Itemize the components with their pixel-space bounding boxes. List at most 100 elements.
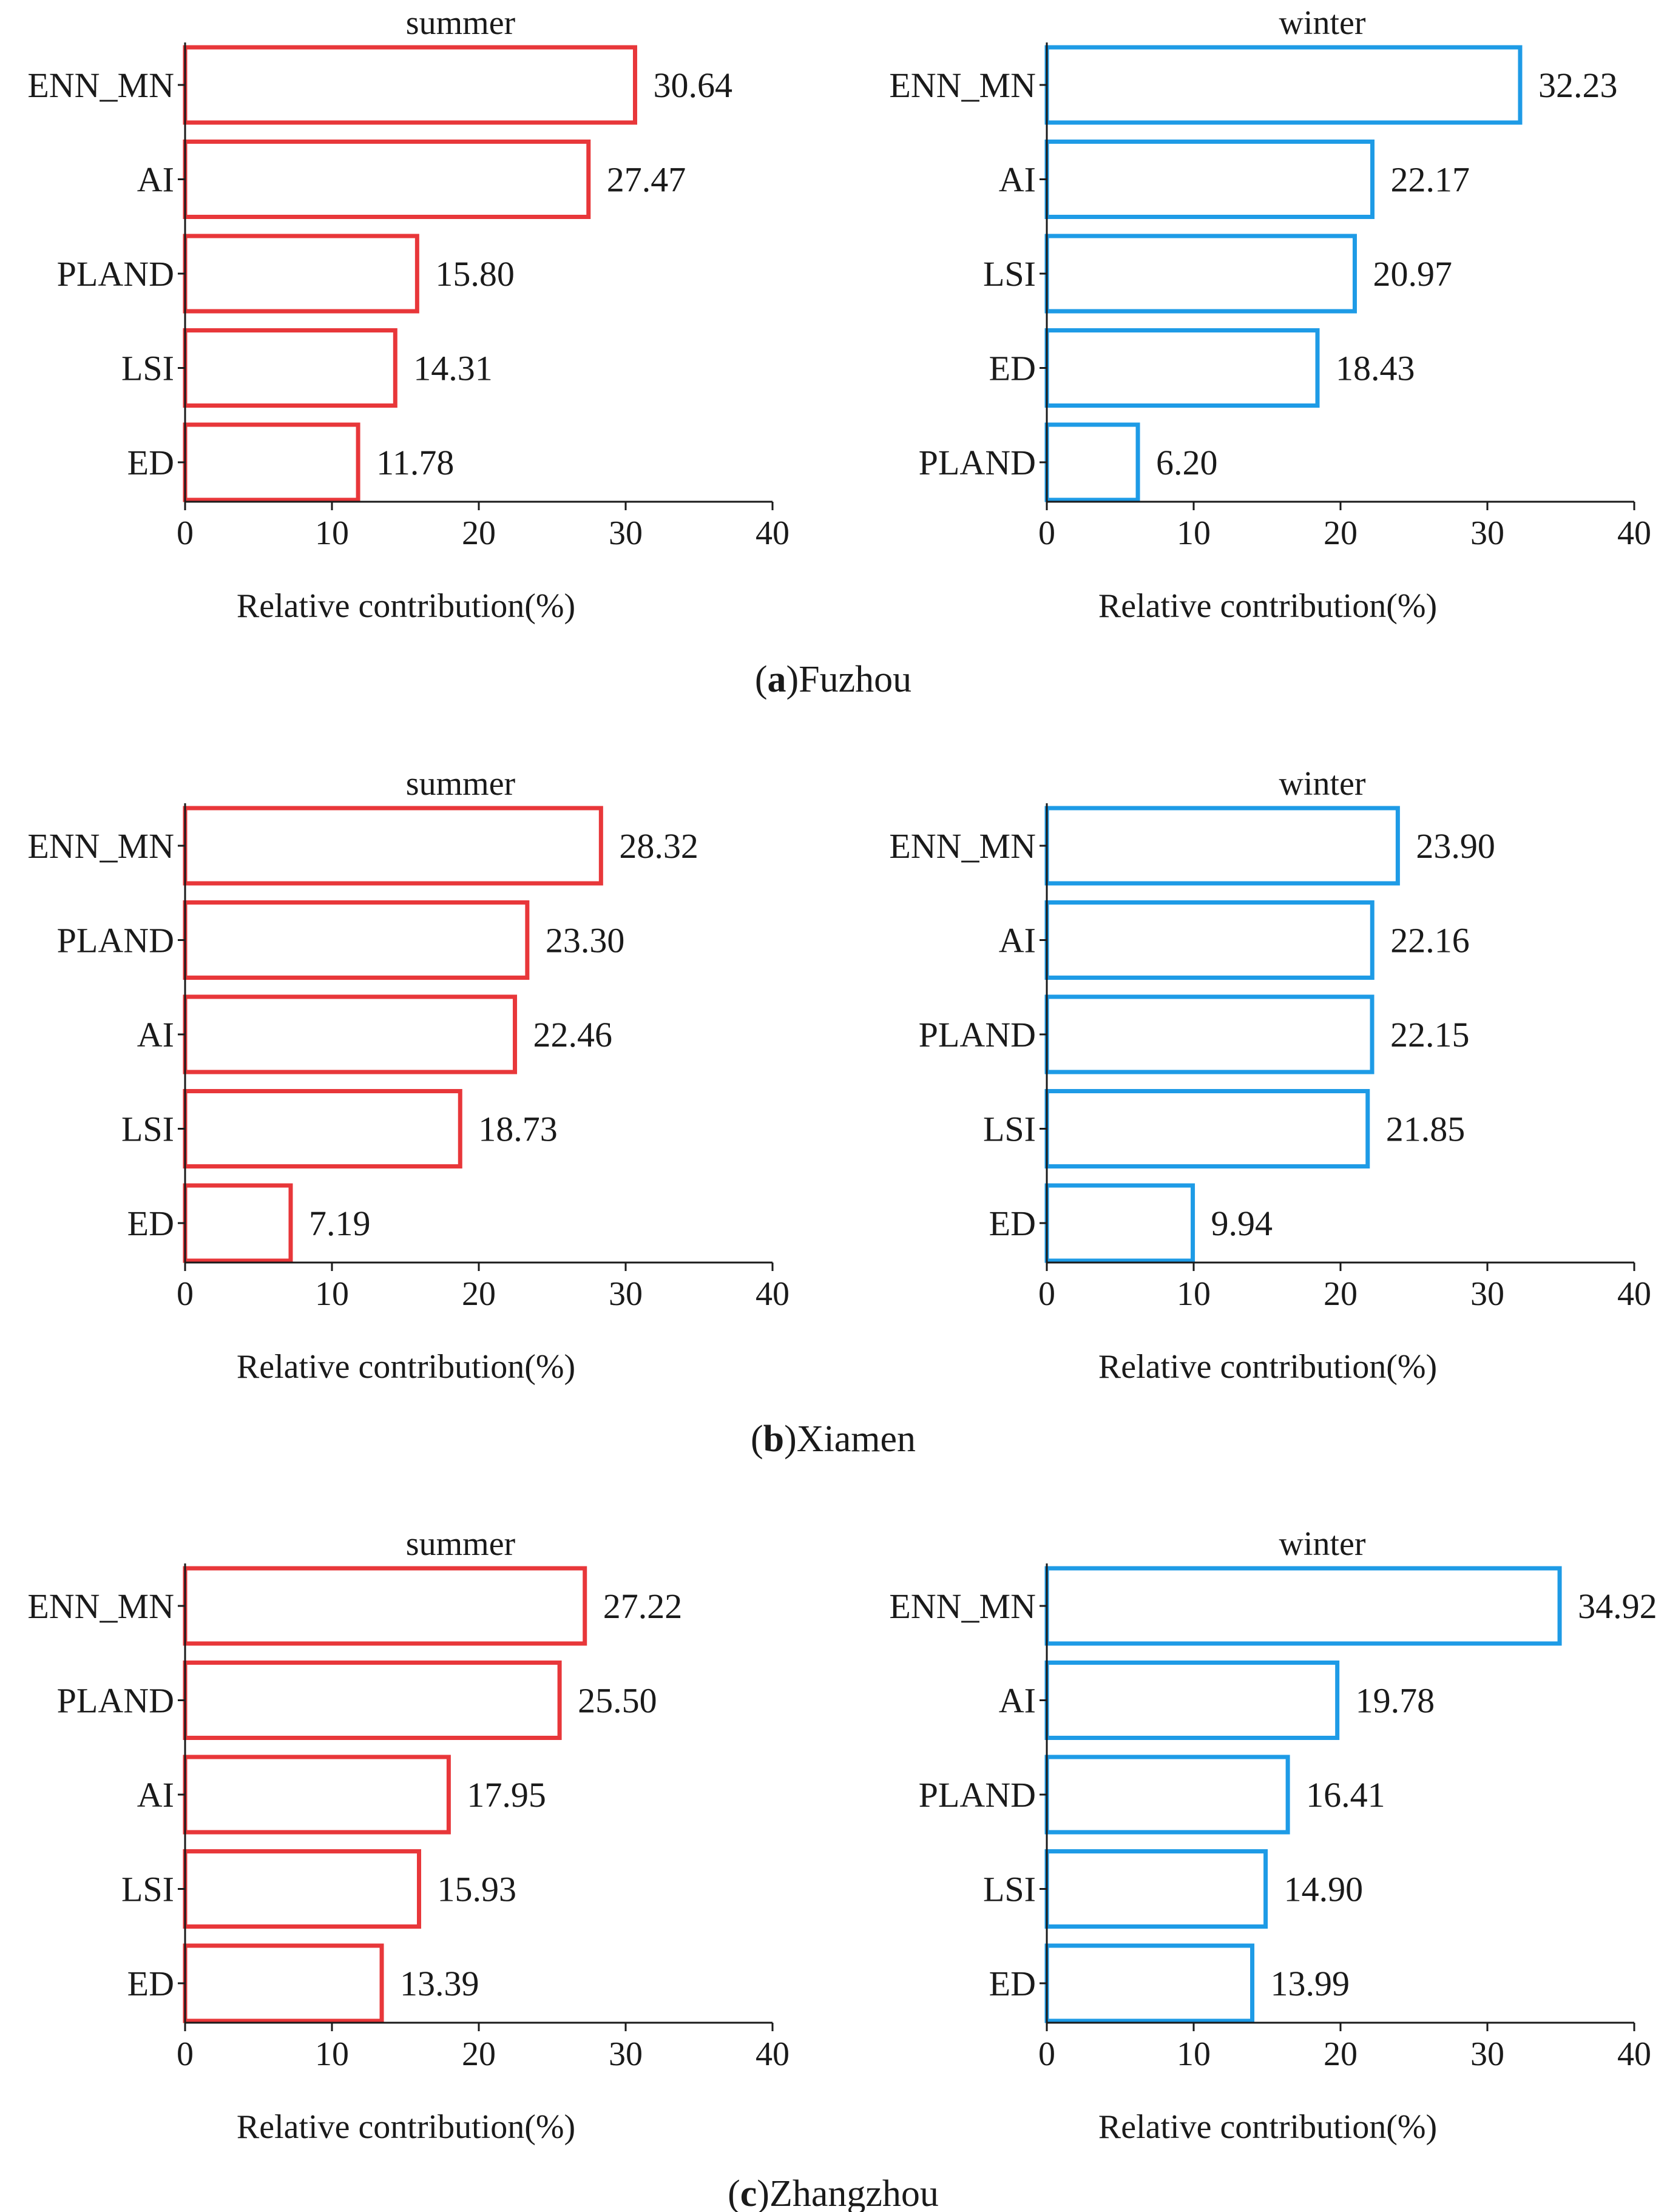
chart-b-summer-xtick-label: 10 — [315, 1275, 349, 1313]
chart-a-summer-value-label: 11.78 — [376, 443, 454, 482]
chart-c-summer-title: summer — [406, 1525, 516, 1563]
chart-c-winter-title: winter — [1279, 1525, 1365, 1563]
chart-a-summer-category-label: AI — [137, 160, 174, 200]
chart-c-winter-bar-pland — [1044, 1755, 1290, 1835]
chart-c-winter-bar-enn_mn — [1044, 1566, 1562, 1646]
chart-c-winter-xtick-label: 10 — [1177, 2035, 1211, 2073]
chart-a-winter-value-label: 20.97 — [1373, 254, 1452, 294]
chart-b-winter-value-label: 22.15 — [1390, 1015, 1470, 1054]
chart-a-summer-xlabel: Relative contribution(%) — [237, 587, 575, 625]
chart-c-summer-value-label: 13.39 — [400, 1964, 479, 2003]
chart-a-summer-value-label: 15.80 — [435, 254, 515, 294]
chart-b-winter-value-label: 21.85 — [1386, 1110, 1466, 1149]
chart-b-winter-bar-enn_mn — [1044, 806, 1400, 886]
chart-c-winter-value-label: 34.92 — [1578, 1587, 1657, 1626]
chart-c-summer-bar-ai — [183, 1755, 451, 1835]
chart-b-winter-category-label: PLAND — [919, 1015, 1036, 1054]
chart-a-winter-value-label: 22.17 — [1391, 160, 1470, 200]
chart-a-winter-xtick-label: 20 — [1324, 514, 1358, 552]
chart-b-summer-bar-lsi — [183, 1089, 462, 1168]
chart-c-winter-category-label: LSI — [983, 1870, 1036, 1909]
chart-a-winter-xtick-label: 30 — [1470, 514, 1504, 552]
chart-b-summer-xtick-label: 0 — [177, 1275, 194, 1313]
chart-c-winter-xtick-label: 30 — [1470, 2035, 1504, 2073]
chart-a-winter-bar-pland — [1044, 422, 1140, 502]
chart-c-summer-value-label: 27.22 — [603, 1587, 683, 1626]
chart-b-summer-value-label: 22.46 — [533, 1015, 613, 1054]
chart-a-summer-bar-ed — [183, 422, 360, 502]
chart-b-summer-value-label: 7.19 — [309, 1204, 371, 1243]
chart-c-winter-category-label: PLAND — [919, 1775, 1036, 1815]
panel-caption-b: (b)Xiamen — [751, 1418, 916, 1460]
chart-b-winter-xlabel: Relative contribution(%) — [1098, 1348, 1437, 1386]
chart-b-winter-xtick-label: 10 — [1177, 1275, 1211, 1313]
chart-b-summer-value-label: 18.73 — [478, 1110, 558, 1149]
chart-b-winter-title: winter — [1279, 765, 1365, 803]
chart-c-summer-xtick-label: 20 — [462, 2035, 496, 2073]
chart-c-winter-category-label: AI — [999, 1681, 1036, 1721]
chart-c-summer-value-label: 25.50 — [578, 1681, 657, 1721]
chart-b-summer-xtick-label: 40 — [756, 1275, 790, 1313]
chart-b-winter-category-label: LSI — [983, 1110, 1036, 1149]
chart-c-winter-xtick-label: 20 — [1324, 2035, 1358, 2073]
chart-a-winter-xtick-label: 40 — [1617, 514, 1651, 552]
chart-a-winter-bar-ai — [1044, 140, 1375, 219]
chart-c-summer-xtick-label: 10 — [315, 2035, 349, 2073]
chart-a-winter-bar-ed — [1044, 328, 1320, 408]
chart-a-winter-xtick-label: 10 — [1177, 514, 1211, 552]
charts-layer: summer ENN_MN 30.64 AI 27.47 PLAND 15.80 LSI 14.… — [27, 4, 1657, 2146]
chart-a-winter-title: winter — [1279, 4, 1365, 42]
chart-c-summer-value-label: 15.93 — [438, 1870, 517, 1909]
chart-c-summer-xtick-label: 0 — [177, 2035, 194, 2073]
chart-b-winter-bar-lsi — [1044, 1089, 1370, 1168]
chart-b-summer-category-label: LSI — [121, 1110, 174, 1149]
chart-c-winter-bar-ed — [1044, 1943, 1255, 2023]
chart-a-summer-value-label: 14.31 — [413, 349, 493, 388]
chart-c-summer-category-label: LSI — [121, 1870, 174, 1909]
chart-c-summer-xlabel: Relative contribution(%) — [237, 2108, 575, 2146]
chart-c-winter-value-label: 13.99 — [1271, 1964, 1350, 2003]
chart-a-winter-category-label: PLAND — [919, 443, 1036, 482]
chart-b-summer-category-label: AI — [137, 1015, 174, 1054]
chart-a-winter-value-label: 18.43 — [1336, 349, 1415, 388]
chart-c-winter-value-label: 14.90 — [1284, 1870, 1364, 1909]
chart-a-summer-category-label: ENN_MN — [27, 66, 174, 105]
chart-a-summer-title: summer — [406, 4, 516, 42]
chart-a-winter-xlabel: Relative contribution(%) — [1098, 587, 1437, 625]
chart-a-winter-value-label: 6.20 — [1156, 443, 1218, 482]
chart-c-winter-xlabel: Relative contribution(%) — [1098, 2108, 1437, 2146]
chart-a-winter-category-label: ED — [989, 349, 1036, 388]
chart-b-summer-xtick-label: 30 — [609, 1275, 643, 1313]
chart-a-winter-value-label: 32.23 — [1538, 66, 1618, 105]
chart-a-summer-bar-pland — [183, 234, 419, 314]
panel-caption-c: (c)Zhangzhou — [728, 2173, 939, 2212]
chart-c-summer-value-label: 17.95 — [467, 1775, 546, 1815]
chart-c-summer-bar-enn_mn — [183, 1566, 587, 1646]
chart-a-summer-bar-lsi — [183, 328, 397, 408]
chart-b-winter-category-label: ENN_MN — [889, 826, 1036, 866]
chart-b-summer-bar-pland — [183, 900, 530, 980]
chart-c-winter-xtick-label: 40 — [1617, 2035, 1651, 2073]
chart-c-winter-bar-lsi — [1044, 1849, 1268, 1929]
chart-c-summer-category-label: AI — [137, 1775, 174, 1815]
chart-a-summer-bar-ai — [183, 140, 591, 219]
chart-b-summer-title: summer — [406, 765, 516, 803]
chart-b-winter-bar-ed — [1044, 1183, 1195, 1263]
chart-c-winter-value-label: 16.41 — [1306, 1775, 1385, 1815]
chart-c-summer-category-label: PLAND — [57, 1681, 174, 1721]
chart-b-summer-category-label: ED — [127, 1204, 174, 1243]
chart-b-summer-xtick-label: 20 — [462, 1275, 496, 1313]
chart-c-winter-bar-ai — [1044, 1661, 1340, 1740]
chart-b-winter-bar-ai — [1044, 900, 1375, 980]
chart-a-winter-bar-lsi — [1044, 234, 1357, 314]
chart-b-winter-xtick-label: 40 — [1617, 1275, 1651, 1313]
chart-c-winter-value-label: 19.78 — [1356, 1681, 1435, 1721]
chart-c-winter-category-label: ED — [989, 1964, 1036, 2003]
chart-b-winter-value-label: 9.94 — [1211, 1204, 1273, 1243]
chart-c-summer-bar-lsi — [183, 1849, 422, 1929]
chart-c-summer-xtick-label: 30 — [609, 2035, 643, 2073]
chart-a-summer-xtick-label: 30 — [609, 514, 643, 552]
chart-a-winter-category-label: AI — [999, 160, 1036, 200]
chart-b-summer-bar-ed — [183, 1183, 293, 1263]
chart-b-summer-category-label: ENN_MN — [27, 826, 174, 866]
